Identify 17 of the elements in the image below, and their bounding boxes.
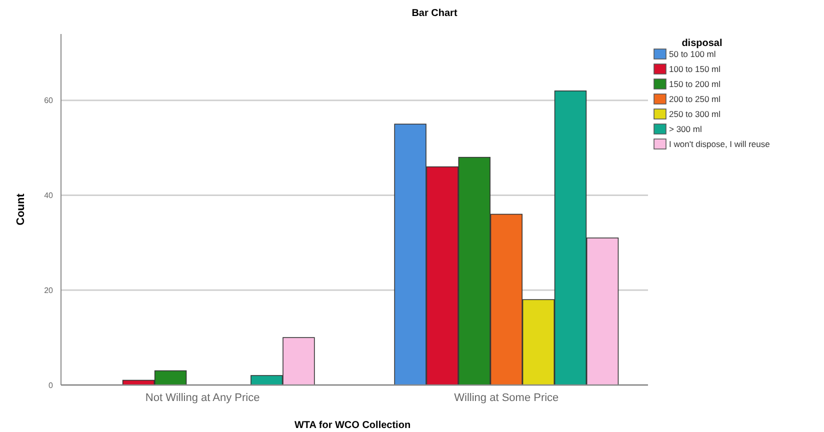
- y-tick-label: 20: [44, 286, 54, 295]
- y-axis-title: Count: [15, 193, 27, 226]
- x-tick-label: Not Willing at Any Price: [145, 392, 260, 404]
- legend-label: > 300 ml: [669, 124, 702, 134]
- y-tick-label: 60: [44, 96, 54, 106]
- legend-label: 250 to 300 ml: [669, 108, 721, 119]
- y-tick-label: 40: [44, 191, 54, 200]
- x-axis-title: WTA for WCO Collection: [294, 420, 411, 431]
- chart-title: Bar Chart: [412, 8, 458, 19]
- legend-title: disposal: [682, 38, 722, 49]
- legend-label: 50 to 100 ml: [669, 48, 716, 59]
- legend-label: 200 to 250 ml: [669, 94, 721, 104]
- legend-label: 100 to 150 ml: [669, 64, 721, 74]
- y-tick-label: 0: [48, 380, 54, 390]
- legend-label: 150 to 200 ml: [669, 78, 721, 89]
- x-tick-label: Willing at Some Price: [454, 392, 559, 404]
- legend-label: I won't dispose, I will reuse: [669, 138, 770, 149]
